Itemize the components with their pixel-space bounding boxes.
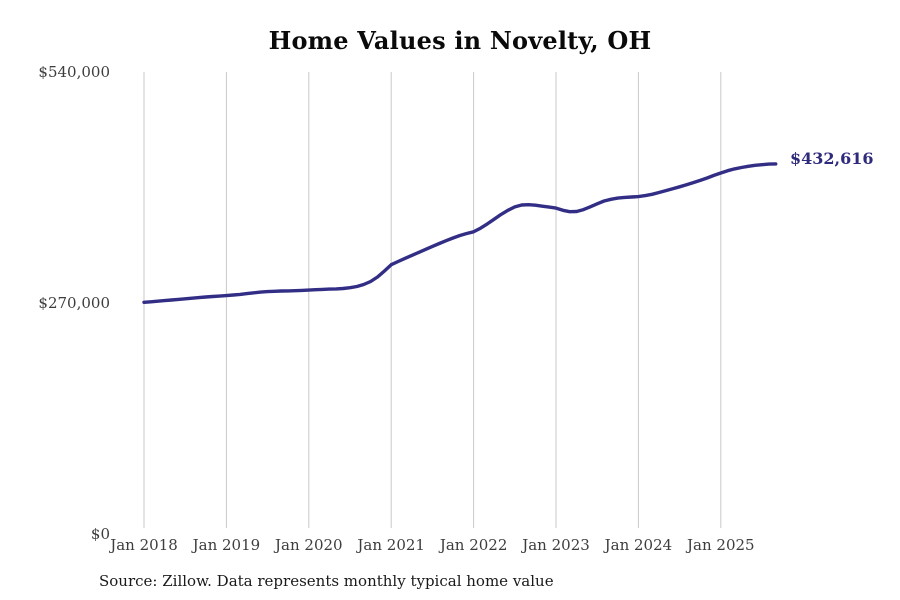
x-tick-label: Jan 2018: [108, 536, 178, 554]
x-tick-label: Jan 2023: [520, 536, 590, 554]
x-tick-label: Jan 2020: [273, 536, 343, 554]
y-tick-label: $270,000: [38, 294, 110, 312]
home-value-line: [142, 162, 778, 304]
y-tick-label: $540,000: [38, 63, 110, 81]
source-note: Source: Zillow. Data represents monthly …: [99, 572, 554, 590]
x-tick-label: Jan 2025: [685, 536, 755, 554]
latest-value-label: $432,616: [790, 149, 874, 168]
x-tick-label: Jan 2021: [355, 536, 425, 554]
chart-title: Home Values in Novelty, OH: [268, 26, 652, 55]
x-tick-label: Jan 2022: [438, 536, 508, 554]
y-tick-label: $0: [91, 525, 110, 543]
x-tick-label: Jan 2019: [191, 536, 261, 554]
x-tick-label: Jan 2024: [603, 536, 673, 554]
